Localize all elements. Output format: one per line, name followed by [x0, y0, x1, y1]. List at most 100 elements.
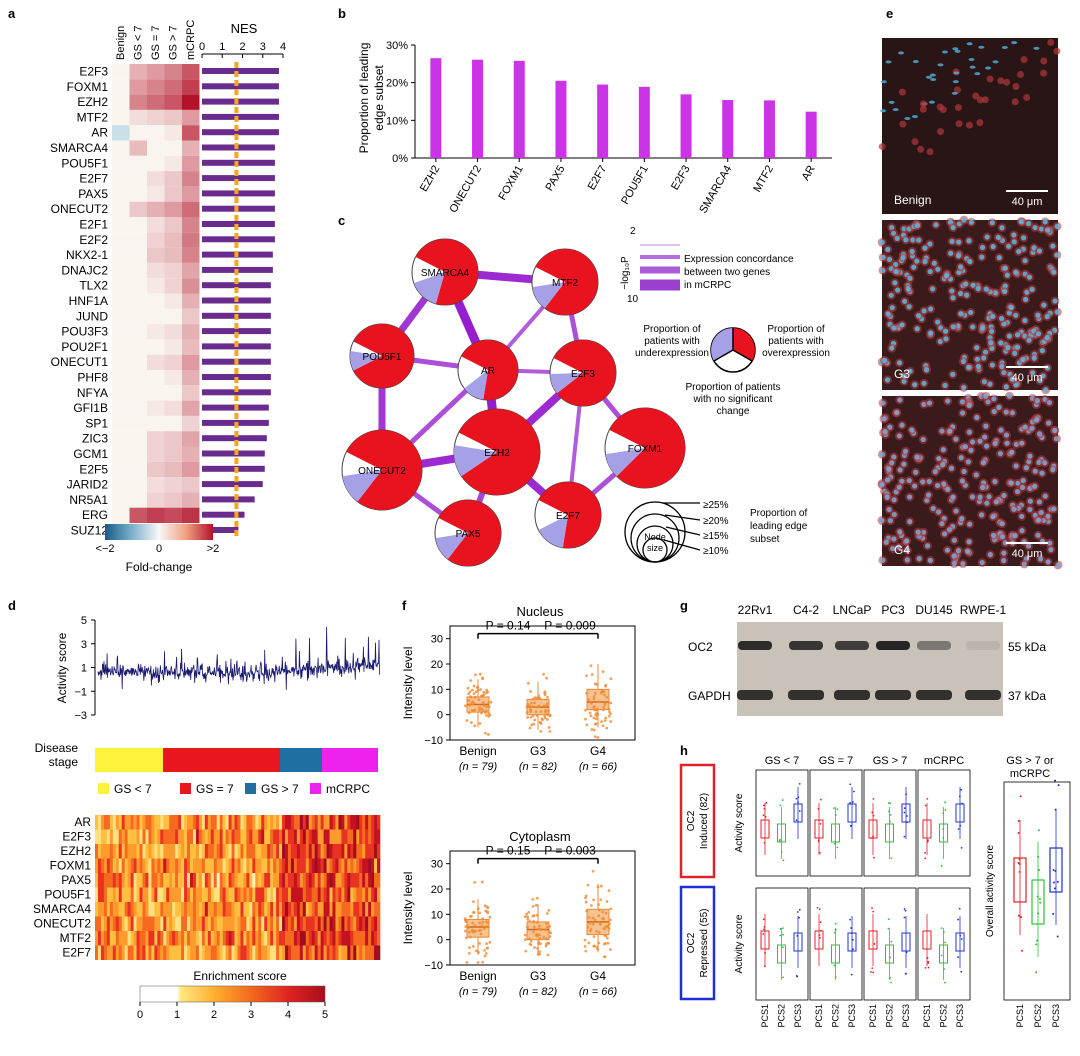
f-point — [476, 961, 480, 964]
enrichment-cell — [279, 858, 283, 873]
h-point — [870, 971, 872, 973]
nucleus-dot — [927, 268, 933, 275]
node-overexpression-slice — [353, 324, 414, 389]
nucleus-dot — [901, 373, 907, 379]
legend-over-3: overexpression — [762, 348, 830, 359]
nucleus-dot — [899, 322, 905, 328]
enrichment-cell — [213, 902, 218, 917]
enrichment-cell — [169, 902, 173, 917]
enrichment-cell — [311, 945, 315, 960]
enrichment-cell — [181, 945, 185, 960]
h-point — [779, 804, 782, 807]
enrichment-cell — [252, 844, 256, 859]
f-point — [534, 903, 538, 907]
enrichment-cell — [368, 902, 372, 917]
enrichment-cell — [163, 902, 167, 917]
enrichment-cell — [282, 815, 286, 830]
node-label: ONECUT2 — [358, 466, 406, 477]
enrichment-cell — [332, 902, 336, 917]
h-panel-frame — [809, 769, 863, 877]
legend-none-3: change — [717, 406, 750, 417]
enrichment-cell — [267, 945, 271, 960]
enrichment-cell — [201, 815, 206, 830]
enrichment-cell — [299, 815, 304, 830]
nucleus-dot — [909, 427, 915, 433]
enrichment-cell — [344, 916, 348, 931]
enrichment-cell — [130, 815, 134, 830]
enrichment-cell — [243, 902, 247, 917]
enrichment-cell — [359, 829, 363, 844]
nes-bar — [202, 435, 267, 442]
enrichment-cell — [139, 858, 143, 873]
nucleus-dot — [1036, 431, 1043, 437]
scale-label: 40 μm — [1012, 196, 1043, 208]
nucleus-dot — [916, 555, 922, 562]
nucleus-dot — [965, 459, 971, 465]
heatmap-cell — [164, 247, 182, 263]
f-point — [585, 723, 589, 727]
enrichment-cell — [181, 873, 185, 888]
stage-legend-swatch — [245, 783, 256, 794]
h-point — [849, 801, 851, 804]
nes-tick-label: 2 — [239, 41, 245, 53]
node-label: SMARCA4 — [421, 268, 470, 279]
enrichment-cell — [210, 829, 215, 844]
h-point — [764, 815, 767, 818]
f-point — [545, 922, 548, 925]
nucleus-dot — [950, 494, 956, 500]
gene-label: ONECUT1 — [51, 355, 109, 369]
nucleus-dot — [973, 472, 979, 478]
nucleus-dot — [1001, 45, 1008, 49]
panel-label-f: f — [402, 598, 407, 613]
h-point — [798, 908, 801, 911]
h-right-point — [1017, 832, 1020, 835]
h-point — [780, 851, 783, 854]
nucleus-dot — [1001, 550, 1007, 556]
size-label-20: ≥20% — [703, 516, 729, 527]
enrichment-cell — [216, 873, 220, 888]
enrichment-cell — [127, 945, 131, 960]
stage-segment — [163, 748, 280, 772]
h-point — [763, 965, 766, 968]
heatmap-cell — [164, 339, 182, 355]
enrichment-cell — [255, 844, 259, 859]
node-overexpression-slice — [538, 482, 601, 548]
h-box — [955, 803, 965, 823]
enrichment-cell — [145, 815, 149, 830]
nucleus-dot — [889, 305, 895, 311]
enrichment-cell — [374, 844, 378, 859]
enrichment-cell — [169, 858, 173, 873]
heatmap-cell — [147, 492, 165, 508]
enrichment-cell — [335, 858, 339, 873]
enrichment-cell — [279, 873, 283, 888]
enrichment-cell — [216, 945, 220, 960]
enrichment-cell — [172, 815, 176, 830]
f-point — [608, 710, 611, 714]
enrichment-cell — [314, 887, 318, 902]
heatmap-cell — [147, 125, 165, 141]
heatmap-cell — [164, 140, 182, 156]
enrichment-cell — [216, 931, 220, 946]
nucleus-dot — [959, 516, 965, 522]
nucleus-dot — [1041, 302, 1047, 308]
f-group-n: (n = 66) — [579, 986, 618, 998]
enrichment-cell — [219, 887, 223, 902]
nucleus-dot — [939, 428, 945, 434]
enrichment-cell — [195, 887, 200, 902]
node-underexpression-slice — [435, 533, 468, 560]
scale-label: 40 μm — [1012, 372, 1043, 384]
enrichment-cell — [308, 829, 313, 844]
f-point — [526, 915, 530, 919]
enrichment-cell — [127, 844, 131, 859]
heatmap-cell — [182, 339, 200, 355]
nucleus-dot — [890, 545, 896, 552]
enrichment-cell — [198, 945, 203, 960]
enrichment-cell — [172, 887, 176, 902]
h-point — [889, 813, 892, 816]
f-point — [546, 912, 549, 915]
enrichment-cell — [190, 887, 194, 902]
enrichment-cell — [198, 844, 203, 859]
panel-label-h: h — [680, 743, 688, 758]
f-ytick-label: 30 — [431, 634, 443, 646]
